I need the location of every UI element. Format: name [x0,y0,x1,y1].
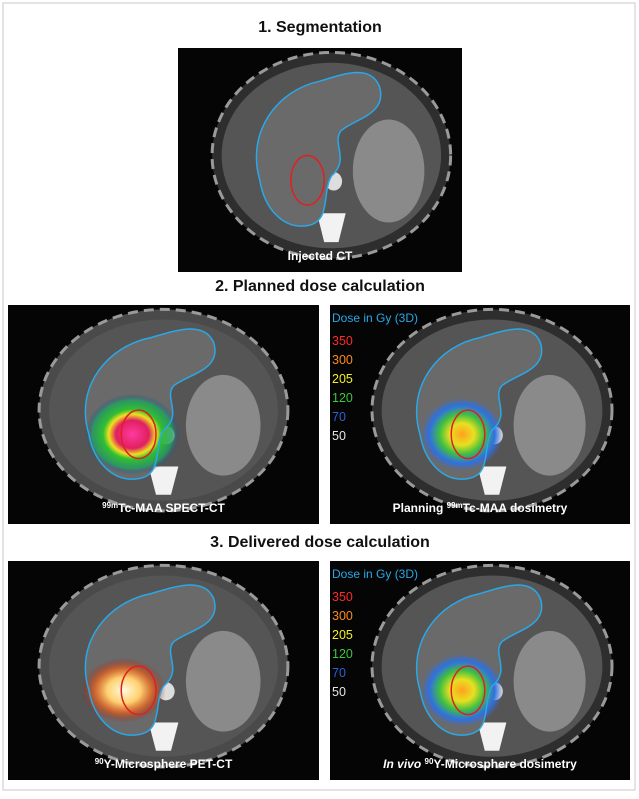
stomach [185,630,261,732]
panel: Planning 99mTc-MAA dosimetry Dose in Gy (… [330,305,630,524]
legend-level: 70 [332,410,346,424]
legend-level: 300 [332,609,353,623]
panel-caption: Injected CT [288,249,353,263]
liver-contour [84,328,216,480]
caption-part: Y-Microsphere PET-CT [104,757,233,771]
caption-part: Y-Microsphere dosimetry [433,757,577,771]
legend-level: 120 [332,647,353,661]
legend-title: Dose in Gy (3D) [332,311,418,325]
caption-part: Tc-MAA dosimetry [463,501,568,515]
section-title: 3. Delivered dose calculation [210,534,430,551]
section-title: 2. Planned dose calculation [215,278,425,295]
stomach [513,374,586,476]
liver-contour [415,328,543,480]
tumor-contour [290,154,325,206]
liver-contour [255,71,382,227]
caption-part: 99m [447,501,463,510]
uptake [85,394,180,475]
spine [148,722,179,751]
tumor-contour [120,665,157,716]
liver [256,72,381,227]
panel-caption: Planning 99mTc-MAA dosimetry [393,501,568,516]
legend-level: 205 [332,628,353,642]
scan [8,305,319,524]
tumor-contour [450,665,486,716]
stomach [185,374,261,476]
panel: Injected CT [178,48,462,272]
spine [477,466,507,495]
legend-level: 50 [332,429,346,443]
caption-part: 99m [102,501,118,510]
scan [178,48,462,272]
legend-title: Dose in Gy (3D) [332,567,418,581]
panel: In vivo 90Y-Microsphere dosimetry Dose in… [330,561,630,780]
caption-part: Injected CT [288,249,353,263]
legend-level: 300 [332,353,353,367]
caption-part: In vivo [383,757,421,771]
caption-part: 90 [95,757,104,766]
section-title: 1. Segmentation [258,19,382,36]
caption-part: 90 [425,757,434,766]
uptake [81,658,166,723]
stomach [513,630,586,732]
stomach [352,119,425,223]
legend-level: 350 [332,334,353,348]
panel: 90Y-Microsphere PET-CT [8,561,319,780]
panel-caption: In vivo 90Y-Microsphere dosimetry [383,757,577,772]
caption-part: Planning [393,501,447,515]
spine [317,213,346,243]
scan [330,561,630,780]
liver-contour [84,584,216,736]
panel-caption: 99mTc-MAA SPECT-CT [102,501,225,516]
legend-level: 205 [332,372,353,386]
legend-level: 50 [332,685,346,699]
spine [148,466,179,495]
tumor-contour [120,409,157,460]
liver-contour [415,584,543,736]
panel-caption: 90Y-Microsphere PET-CT [95,757,233,772]
scan [8,561,319,780]
spine [477,722,507,751]
caption-part: Tc-MAA SPECT-CT [118,501,225,515]
tumor-contour [450,409,486,460]
frame [2,2,636,791]
dose-map [421,654,503,727]
legend-level: 70 [332,666,346,680]
panel: 99mTc-MAA SPECT-CT [8,305,319,524]
scan [330,305,630,524]
legend-level: 120 [332,391,353,405]
dose-map [421,398,503,471]
legend-level: 350 [332,590,353,604]
